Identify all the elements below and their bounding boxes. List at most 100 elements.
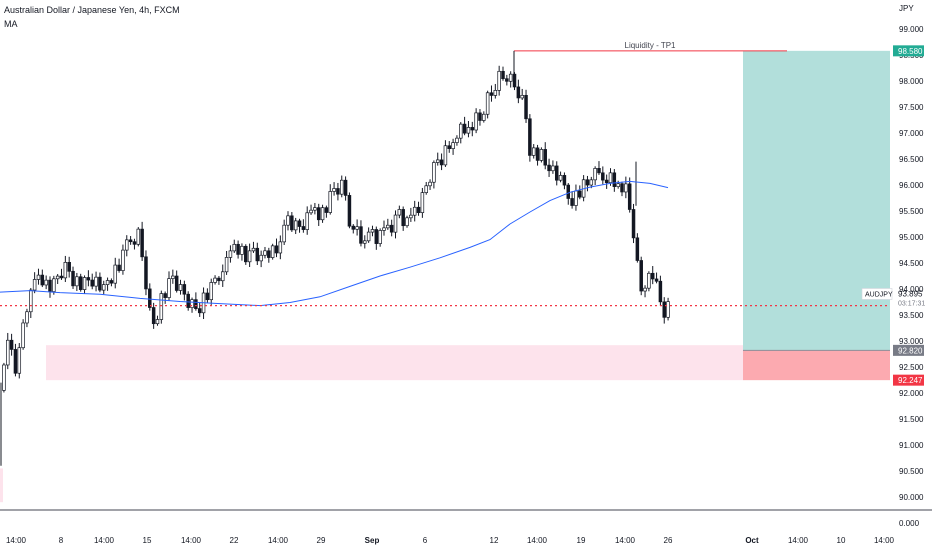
candle[interactable] — [593, 168, 597, 181]
candle[interactable] — [182, 284, 187, 295]
candle[interactable] — [9, 339, 14, 350]
candle[interactable] — [247, 250, 252, 263]
candle[interactable] — [270, 245, 275, 258]
candle[interactable] — [382, 227, 386, 231]
candle[interactable] — [405, 217, 409, 227]
candle[interactable] — [232, 243, 237, 252]
candle[interactable] — [562, 175, 567, 186]
candle[interactable] — [55, 275, 60, 280]
candle[interactable] — [432, 162, 436, 183]
candle[interactable] — [32, 279, 37, 291]
candle[interactable] — [516, 86, 521, 99]
candle[interactable] — [220, 271, 225, 282]
candle[interactable] — [40, 274, 45, 286]
candle[interactable] — [512, 73, 517, 88]
candle[interactable] — [13, 349, 18, 374]
candle[interactable] — [543, 149, 547, 166]
candle[interactable] — [301, 226, 306, 230]
take-profit-zone[interactable] — [743, 50, 890, 351]
candle[interactable] — [551, 165, 555, 172]
candle[interactable] — [44, 279, 48, 286]
candle[interactable] — [105, 280, 110, 285]
candle[interactable] — [547, 164, 551, 172]
candle[interactable] — [297, 220, 302, 227]
candle[interactable] — [251, 247, 256, 252]
candle[interactable] — [174, 275, 179, 291]
candle[interactable] — [447, 145, 452, 149]
candle[interactable] — [416, 206, 421, 214]
candle[interactable] — [278, 241, 283, 254]
candle[interactable] — [332, 188, 336, 192]
candle[interactable] — [94, 276, 98, 287]
candle[interactable] — [401, 209, 405, 227]
candle[interactable] — [267, 250, 271, 258]
candle[interactable] — [163, 293, 167, 298]
candle[interactable] — [313, 207, 317, 211]
candle[interactable] — [328, 191, 332, 213]
candle[interactable] — [435, 159, 440, 163]
candle[interactable] — [213, 277, 217, 283]
candle[interactable] — [67, 261, 71, 272]
candle[interactable] — [244, 245, 248, 263]
candle[interactable] — [148, 288, 152, 308]
candle[interactable] — [474, 112, 478, 131]
candle[interactable] — [286, 215, 290, 226]
candle[interactable] — [601, 172, 605, 181]
candle[interactable] — [293, 220, 298, 231]
stop-loss-zone[interactable] — [743, 350, 890, 381]
candle[interactable] — [78, 276, 83, 290]
candle[interactable] — [224, 257, 229, 273]
candle[interactable] — [378, 230, 382, 244]
candle[interactable] — [98, 276, 102, 291]
candle[interactable] — [320, 207, 325, 221]
candle[interactable] — [228, 250, 233, 258]
candle[interactable] — [589, 179, 594, 186]
candle[interactable] — [508, 73, 513, 82]
candle[interactable] — [574, 190, 578, 206]
candle[interactable] — [217, 277, 221, 282]
candle[interactable] — [316, 207, 321, 221]
candle[interactable] — [236, 243, 240, 255]
candle[interactable] — [240, 245, 244, 255]
candle[interactable] — [370, 229, 375, 233]
candle[interactable] — [363, 240, 367, 244]
candle[interactable] — [29, 289, 33, 313]
candle[interactable] — [347, 195, 352, 227]
candle[interactable] — [485, 92, 490, 115]
candle[interactable] — [482, 113, 486, 121]
candle[interactable] — [71, 270, 75, 287]
candle[interactable] — [558, 175, 563, 181]
candle[interactable] — [159, 293, 164, 320]
candle[interactable] — [639, 260, 643, 292]
candle[interactable] — [25, 311, 29, 324]
candle[interactable] — [658, 280, 663, 303]
candle[interactable] — [439, 159, 444, 166]
candle[interactable] — [109, 280, 114, 284]
candle[interactable] — [597, 168, 601, 174]
candle[interactable] — [489, 92, 494, 96]
candle[interactable] — [117, 264, 121, 271]
candle[interactable] — [585, 179, 590, 186]
candle[interactable] — [566, 184, 571, 199]
candle[interactable] — [52, 278, 56, 292]
candle[interactable] — [643, 287, 647, 292]
candle[interactable] — [443, 145, 448, 166]
candle[interactable] — [144, 256, 148, 290]
candle[interactable] — [374, 229, 379, 244]
candle[interactable] — [635, 237, 640, 261]
candle[interactable] — [263, 250, 267, 256]
candle[interactable] — [570, 198, 574, 206]
candle[interactable] — [539, 149, 544, 161]
candle[interactable] — [125, 239, 129, 251]
candle[interactable] — [524, 94, 528, 120]
candle[interactable] — [194, 299, 198, 309]
candle[interactable] — [17, 347, 22, 374]
candle[interactable] — [2, 364, 6, 391]
candle[interactable] — [493, 90, 498, 96]
moving-average-line[interactable] — [0, 180, 669, 307]
candle[interactable] — [466, 127, 471, 134]
candle[interactable] — [497, 70, 501, 91]
candle[interactable] — [662, 301, 666, 318]
candle[interactable] — [470, 127, 475, 131]
